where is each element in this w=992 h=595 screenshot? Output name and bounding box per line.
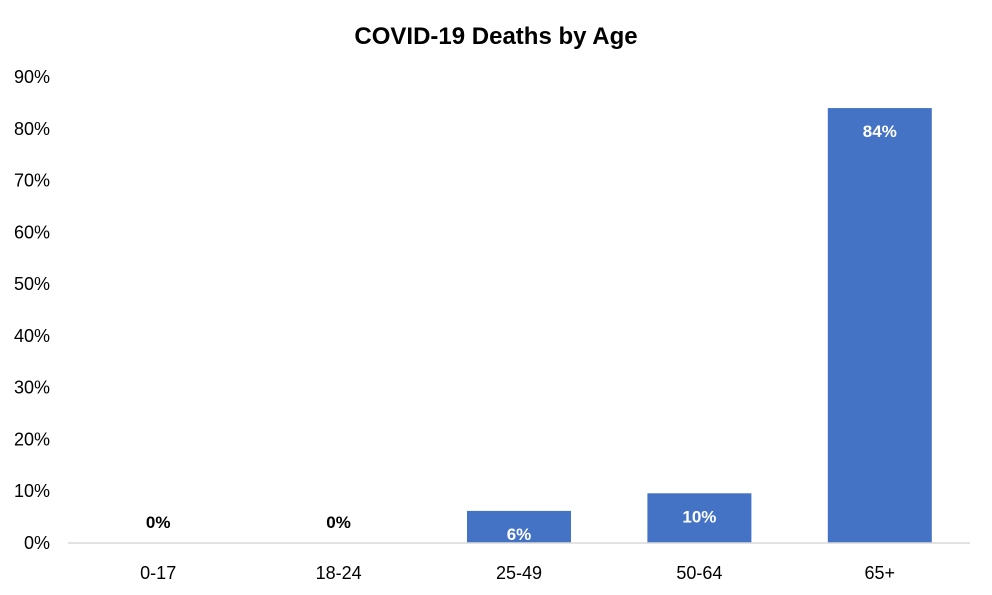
y-tick-label: 30% (14, 378, 50, 398)
x-tick-label: 18-24 (316, 563, 362, 583)
data-labels: 0% 0% 6% 10% 84% (146, 122, 897, 544)
x-tick-label: 50-64 (676, 563, 722, 583)
bar-50-64 (647, 493, 752, 543)
data-label: 6% (507, 525, 532, 544)
data-label: 10% (682, 507, 716, 526)
data-label: 0% (326, 513, 351, 532)
chart-title: COVID-19 Deaths by Age (354, 23, 637, 50)
y-tick-label: 70% (14, 171, 50, 191)
data-label: 0% (146, 513, 171, 532)
x-tick-label: 25-49 (496, 563, 542, 583)
bars (467, 108, 932, 544)
y-tick-label: 60% (14, 222, 50, 242)
x-tick-label: 65+ (865, 563, 896, 583)
bar-25-49 (467, 510, 571, 543)
y-tick-label: 40% (14, 326, 50, 346)
y-tick-label: 20% (14, 429, 50, 449)
y-tick-label: 0% (24, 533, 50, 553)
y-tick-label: 10% (14, 481, 50, 501)
bar-65 (827, 108, 932, 544)
y-tick-label: 50% (14, 274, 50, 294)
y-axis: 0% 10% 20% 30% 40% 50% 60% 70% 80% 90% (14, 67, 50, 553)
x-tick-label: 0-17 (140, 563, 176, 583)
y-tick-label: 80% (14, 119, 50, 139)
x-axis: 0-17 18-24 25-49 50-64 65+ (140, 563, 895, 583)
y-tick-label: 90% (14, 67, 50, 87)
data-label: 84% (863, 122, 897, 141)
